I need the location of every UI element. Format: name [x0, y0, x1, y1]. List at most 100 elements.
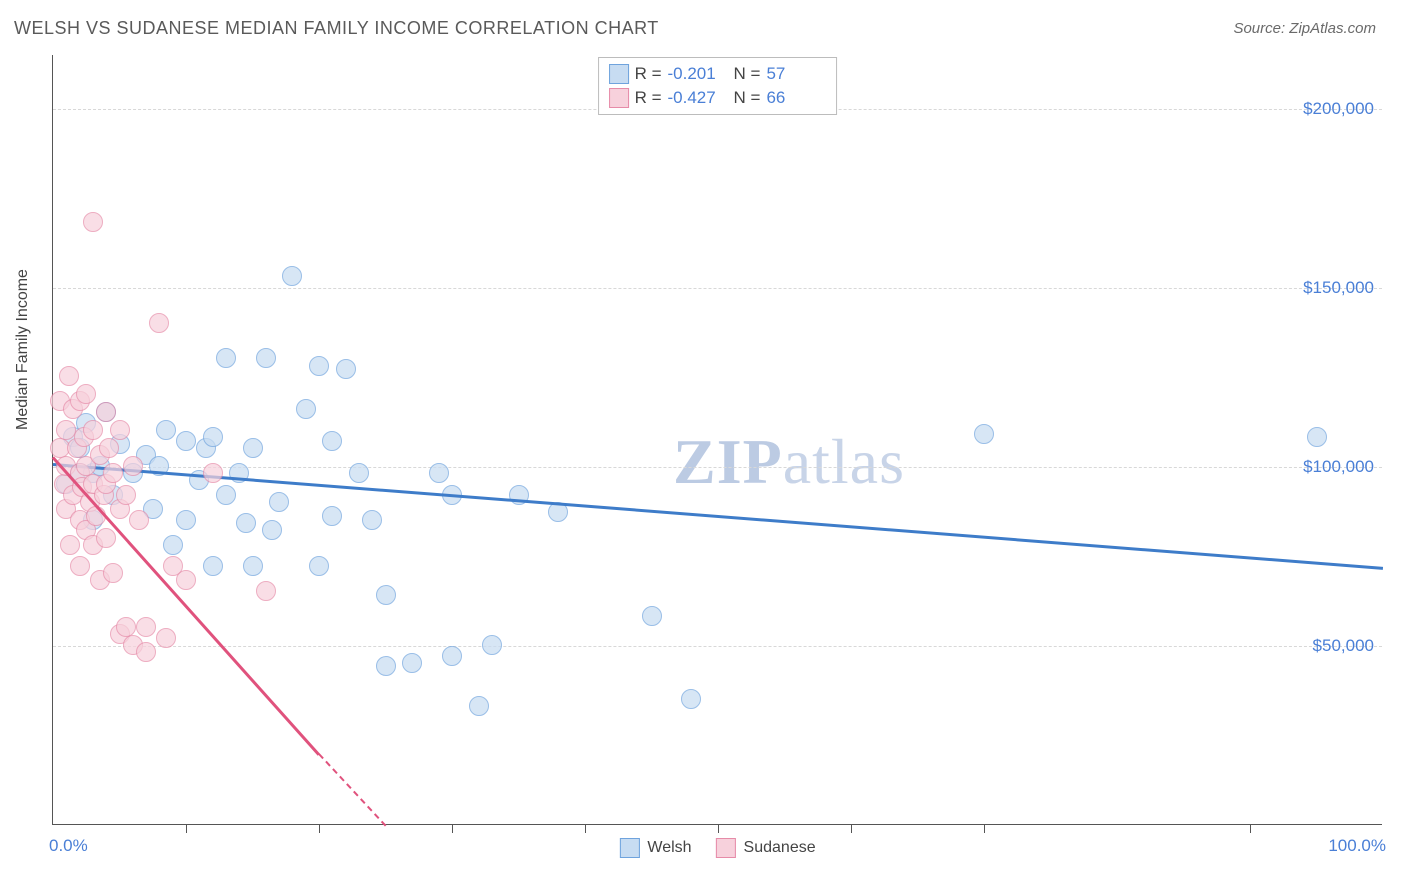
- data-point: [236, 513, 256, 533]
- data-point: [99, 438, 119, 458]
- data-point: [1307, 427, 1327, 447]
- data-point: [70, 556, 90, 576]
- legend-r-value: -0.201: [668, 64, 728, 84]
- source-label: Source: ZipAtlas.com: [1233, 20, 1376, 37]
- data-point: [116, 485, 136, 505]
- data-point: [429, 463, 449, 483]
- legend-swatch: [619, 838, 639, 858]
- data-point: [156, 420, 176, 440]
- data-point: [216, 348, 236, 368]
- y-tick-label: $50,000: [1313, 636, 1374, 656]
- data-point: [103, 563, 123, 583]
- data-point: [322, 506, 342, 526]
- data-point: [149, 313, 169, 333]
- legend-r-label: R =: [635, 64, 662, 84]
- data-point: [309, 356, 329, 376]
- legend-swatch: [609, 64, 629, 84]
- legend-stat-row: R = -0.427 N =66: [609, 86, 827, 110]
- legend-swatch: [716, 838, 736, 858]
- data-point: [59, 366, 79, 386]
- data-point: [123, 456, 143, 476]
- data-point: [60, 535, 80, 555]
- legend-stat-row: R = -0.201 N =57: [609, 62, 827, 86]
- data-point: [642, 606, 662, 626]
- data-point: [243, 556, 263, 576]
- data-point: [269, 492, 289, 512]
- data-point: [974, 424, 994, 444]
- x-tick: [718, 824, 719, 833]
- data-point: [96, 528, 116, 548]
- x-axis-max-label: 100.0%: [1328, 836, 1386, 856]
- data-point: [402, 653, 422, 673]
- data-point: [376, 585, 396, 605]
- data-point: [336, 359, 356, 379]
- watermark: ZIPatlas: [673, 425, 905, 499]
- data-point: [322, 431, 342, 451]
- data-point: [86, 506, 106, 526]
- data-point: [256, 348, 276, 368]
- watermark-atlas: atlas: [783, 426, 905, 497]
- legend-stats: R = -0.201 N =57 R = -0.427 N =66: [598, 57, 838, 115]
- legend-n-value: 66: [766, 88, 826, 108]
- data-point: [176, 570, 196, 590]
- data-point: [203, 556, 223, 576]
- gridline: [53, 467, 1382, 468]
- data-point: [163, 535, 183, 555]
- legend-r-label: R =: [635, 88, 662, 108]
- data-point: [83, 212, 103, 232]
- y-axis-title: Median Family Income: [14, 269, 32, 430]
- gridline: [53, 288, 1382, 289]
- x-tick: [319, 824, 320, 833]
- data-point: [176, 510, 196, 530]
- watermark-zip: ZIP: [673, 426, 783, 497]
- data-point: [256, 581, 276, 601]
- x-tick: [186, 824, 187, 833]
- plot-area: ZIPatlas R =-0.201N =57R =-0.427N =66 0.…: [52, 55, 1382, 825]
- legend-series-label: Sudanese: [744, 839, 816, 857]
- gridline: [53, 646, 1382, 647]
- x-tick: [585, 824, 586, 833]
- data-point: [76, 384, 96, 404]
- y-tick-label: $150,000: [1303, 278, 1374, 298]
- data-point: [482, 635, 502, 655]
- data-point: [203, 463, 223, 483]
- legend-series-item: Welsh: [619, 838, 691, 858]
- data-point: [216, 485, 236, 505]
- data-point: [296, 399, 316, 419]
- legend-n-label: N =: [734, 88, 761, 108]
- data-point: [442, 646, 462, 666]
- data-point: [103, 463, 123, 483]
- legend-n-value: 57: [766, 64, 826, 84]
- data-point: [136, 617, 156, 637]
- trend-line: [318, 754, 386, 827]
- x-tick: [984, 824, 985, 833]
- y-tick-label: $100,000: [1303, 457, 1374, 477]
- data-point: [176, 431, 196, 451]
- data-point: [156, 628, 176, 648]
- data-point: [681, 689, 701, 709]
- y-tick-label: $200,000: [1303, 99, 1374, 119]
- data-point: [136, 642, 156, 662]
- data-point: [110, 420, 130, 440]
- x-axis-min-label: 0.0%: [49, 836, 88, 856]
- data-point: [309, 556, 329, 576]
- data-point: [203, 427, 223, 447]
- data-point: [362, 510, 382, 530]
- legend-swatch: [609, 88, 629, 108]
- data-point: [282, 266, 302, 286]
- data-point: [376, 656, 396, 676]
- data-point: [96, 402, 116, 422]
- x-tick: [851, 824, 852, 833]
- x-tick: [1250, 824, 1251, 833]
- legend-series-item: Sudanese: [716, 838, 816, 858]
- data-point: [129, 510, 149, 530]
- data-point: [349, 463, 369, 483]
- legend-r-value: -0.427: [668, 88, 728, 108]
- chart-title: WELSH VS SUDANESE MEDIAN FAMILY INCOME C…: [14, 18, 659, 39]
- legend-n-label: N =: [734, 64, 761, 84]
- data-point: [262, 520, 282, 540]
- data-point: [83, 420, 103, 440]
- legend-series-label: Welsh: [647, 839, 691, 857]
- data-point: [243, 438, 263, 458]
- x-tick: [452, 824, 453, 833]
